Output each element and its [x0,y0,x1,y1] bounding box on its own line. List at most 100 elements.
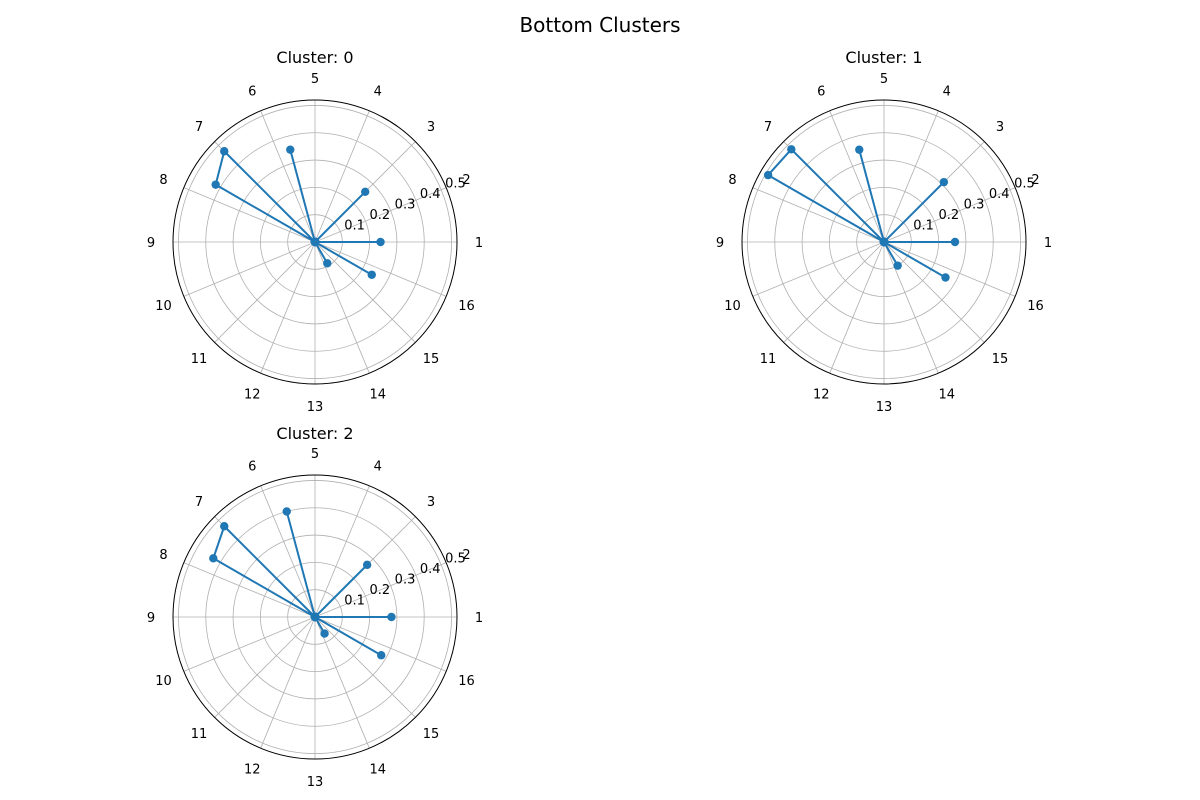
angular-grid-line [783,241,885,343]
theta-tick-label: 2 [462,173,470,188]
theta-tick-label: 14 [369,763,386,778]
angular-grid-line [260,485,316,618]
data-point [286,145,295,154]
angular-grid-line [214,616,316,718]
angular-grid-line [829,110,885,243]
theta-tick-label: 10 [724,299,741,314]
theta-tick-label: 15 [423,727,440,742]
angular-grid-line [183,187,316,243]
data-point [950,237,960,247]
angular-grid-line [752,187,885,243]
angular-grid-line [883,187,1016,243]
r-tick-label: 0.2 [369,583,390,598]
figure-title: Bottom Clusters [519,13,680,37]
theta-tick-label: 15 [423,352,440,367]
data-point [211,180,220,189]
angular-grid-line [260,241,316,374]
data-point [376,237,385,247]
data-point [310,612,320,622]
theta-tick-label: 14 [938,388,955,403]
theta-tick-label: 6 [817,84,825,99]
theta-tick-label: 13 [307,400,324,415]
data-point [939,177,949,187]
axes-layer: Cluster: 0123456789101112131415160.10.20… [147,48,1052,790]
theta-tick-label: 16 [1027,299,1044,314]
theta-tick-label: 6 [248,84,256,99]
polar-spine [741,99,1027,385]
angular-grid-line [314,241,416,343]
data-point [220,522,229,531]
data-point [763,170,773,180]
data-point [320,629,329,638]
angular-grid-line [883,110,939,243]
theta-tick-label: 1 [475,611,483,626]
theta-tick-label: 8 [159,548,167,563]
theta-tick-label: 5 [311,447,319,462]
theta-tick-label: 4 [374,84,382,99]
data-point [367,270,376,279]
r-tick-label: 0.3 [395,198,416,213]
r-tick-label: 0.2 [938,208,959,223]
angular-grid-line [260,110,316,243]
angular-grid-line [314,485,370,618]
angular-grid-line [314,616,447,672]
theta-tick-label: 2 [462,548,470,563]
polar-spine [172,99,458,385]
angular-grid-line [183,616,316,672]
theta-tick-label: 7 [195,120,203,135]
polar-axes-0: Cluster: 0123456789101112131415160.10.20… [147,48,483,415]
theta-tick-label: 3 [427,495,435,510]
theta-tick-label: 1 [475,236,483,251]
subplot-title: Cluster: 2 [276,424,353,443]
data-point [893,261,902,270]
angular-grid-line [260,616,316,749]
angular-grid-line [214,241,316,343]
r-tick-label: 0.5 [445,177,466,192]
theta-tick-label: 8 [728,173,736,188]
theta-tick-label: 4 [374,459,382,474]
theta-tick-label: 3 [996,120,1004,135]
angular-grid-line [883,241,1016,297]
angular-grid-line [314,241,447,297]
r-tick-label: 0.5 [1014,177,1035,192]
data-point [377,651,386,660]
theta-tick-label: 7 [764,120,772,135]
theta-tick-label: 13 [876,400,893,415]
r-tick-label: 0.4 [420,562,441,577]
theta-tick-label: 10 [155,674,172,689]
theta-tick-label: 10 [155,299,172,314]
theta-tick-label: 4 [943,84,951,99]
r-tick-label: 0.1 [913,219,934,234]
r-tick-label: 0.1 [344,219,365,234]
polar-axes-1: Cluster: 1123456789101112131415160.10.20… [716,48,1052,415]
angular-grid-line [883,241,985,343]
data-point [209,554,218,563]
theta-tick-label: 8 [159,173,167,188]
angular-grid-line [314,187,447,243]
theta-tick-label: 12 [244,388,261,403]
data-point [361,187,370,196]
data-point [855,145,864,154]
theta-tick-label: 16 [458,674,475,689]
theta-tick-label: 2 [1031,173,1039,188]
data-point [323,259,332,268]
data-point [787,145,796,154]
theta-tick-label: 5 [880,72,888,87]
subplot-title: Cluster: 1 [845,48,922,67]
data-point [362,560,372,570]
data-point [220,147,229,156]
theta-tick-label: 5 [311,72,319,87]
r-tick-label: 0.5 [445,552,466,567]
subplot-title: Cluster: 0 [276,48,353,67]
theta-tick-label: 9 [147,611,155,626]
data-point [941,273,950,282]
theta-tick-label: 13 [307,775,324,790]
theta-tick-label: 12 [244,763,261,778]
r-tick-label: 0.4 [420,187,441,202]
theta-tick-label: 11 [760,352,777,367]
angular-grid-line [829,241,885,374]
angular-grid-line [883,241,939,374]
r-tick-label: 0.4 [989,187,1010,202]
r-tick-label: 0.1 [344,594,365,609]
